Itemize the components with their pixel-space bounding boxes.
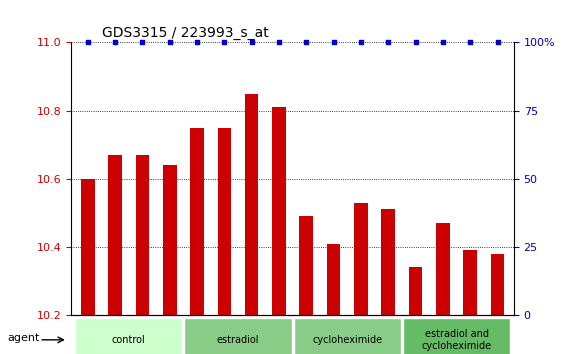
Bar bbox=[490, 254, 504, 315]
FancyBboxPatch shape bbox=[403, 318, 510, 354]
Bar bbox=[135, 155, 149, 315]
FancyBboxPatch shape bbox=[75, 318, 183, 354]
Text: cycloheximide: cycloheximide bbox=[312, 335, 383, 345]
Bar bbox=[381, 210, 395, 315]
Bar bbox=[299, 216, 313, 315]
Bar bbox=[436, 223, 450, 315]
Point bbox=[192, 40, 202, 45]
FancyBboxPatch shape bbox=[293, 318, 401, 354]
Bar bbox=[409, 267, 423, 315]
Bar bbox=[272, 107, 286, 315]
Point bbox=[111, 40, 120, 45]
Point bbox=[384, 40, 393, 45]
Point bbox=[165, 40, 174, 45]
Point bbox=[439, 40, 448, 45]
Point bbox=[301, 40, 311, 45]
Point bbox=[275, 40, 284, 45]
Point bbox=[220, 40, 229, 45]
FancyBboxPatch shape bbox=[184, 318, 292, 354]
Point bbox=[247, 40, 256, 45]
Bar bbox=[218, 128, 231, 315]
Bar bbox=[327, 244, 340, 315]
Point bbox=[83, 40, 93, 45]
Point bbox=[356, 40, 365, 45]
Text: estradiol: estradiol bbox=[217, 335, 259, 345]
Point bbox=[329, 40, 338, 45]
Text: estradiol and
cycloheximide: estradiol and cycloheximide bbox=[421, 329, 492, 351]
Bar bbox=[245, 93, 259, 315]
Bar bbox=[163, 165, 176, 315]
Text: control: control bbox=[112, 335, 146, 345]
Bar bbox=[190, 128, 204, 315]
Bar bbox=[108, 155, 122, 315]
Point bbox=[138, 40, 147, 45]
Bar bbox=[354, 202, 368, 315]
Point bbox=[493, 40, 502, 45]
Text: GDS3315 / 223993_s_at: GDS3315 / 223993_s_at bbox=[102, 26, 269, 40]
Bar bbox=[81, 179, 95, 315]
Bar bbox=[463, 250, 477, 315]
Point bbox=[411, 40, 420, 45]
Point bbox=[465, 40, 475, 45]
Text: agent: agent bbox=[7, 332, 39, 343]
